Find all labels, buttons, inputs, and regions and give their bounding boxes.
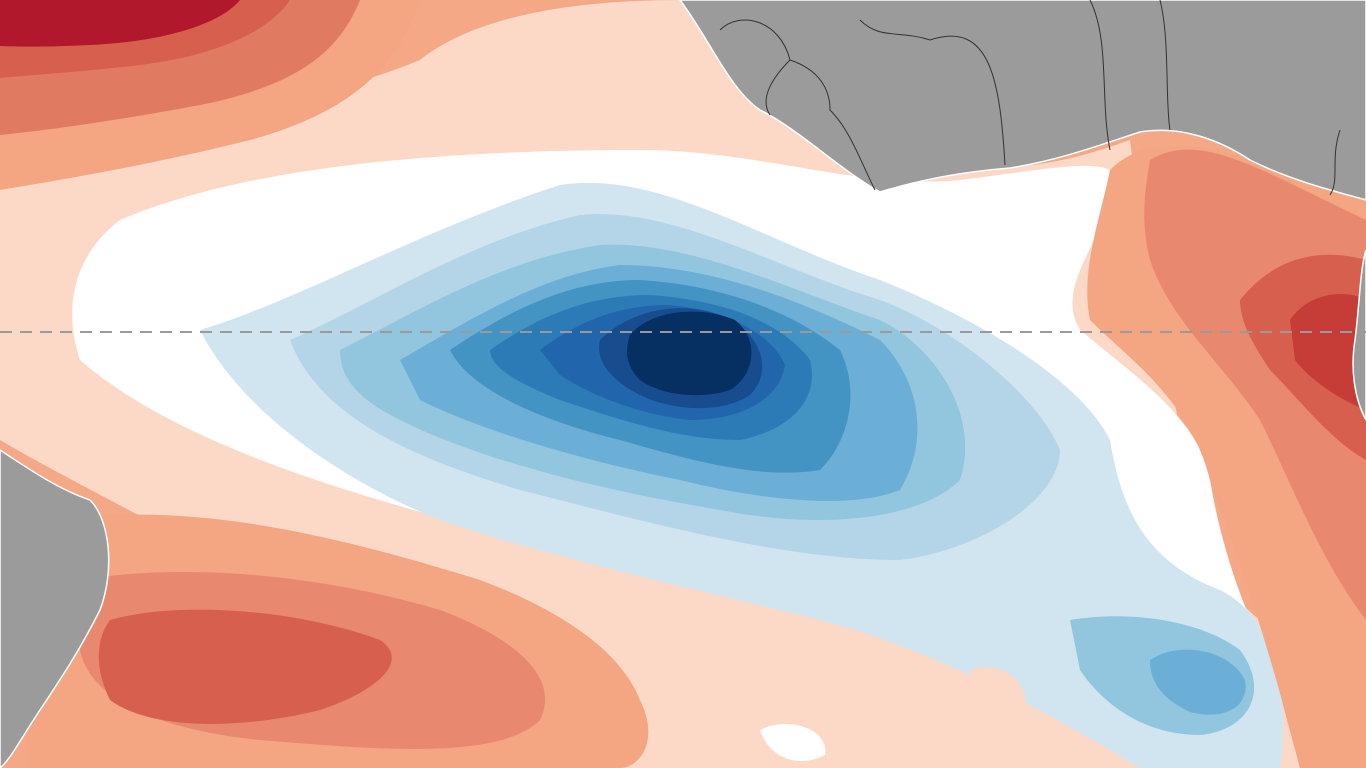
cool-anomaly	[200, 182, 1284, 768]
warm-top-left	[0, 0, 420, 190]
warm-bottom	[26, 514, 1026, 768]
warm-right	[1087, 146, 1366, 768]
borders	[719, 0, 1341, 196]
